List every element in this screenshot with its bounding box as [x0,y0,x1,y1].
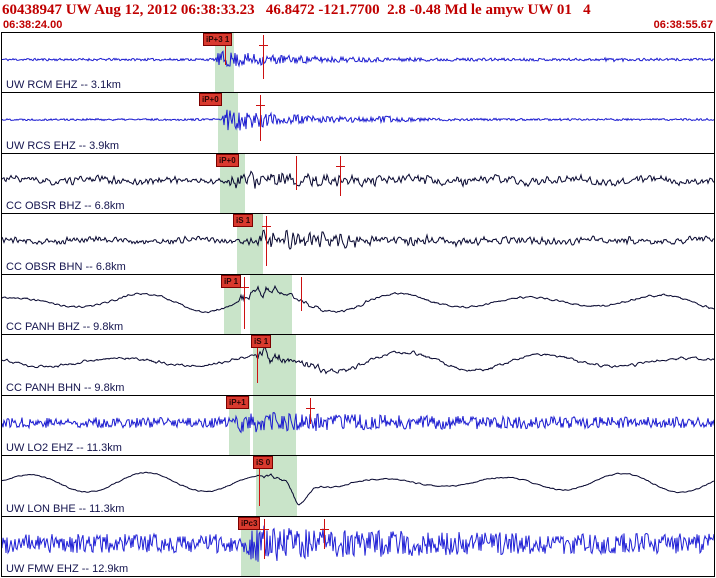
pick-line[interactable] [320,518,329,549]
pick-flag[interactable]: iPc3 [238,516,261,530]
waveform[interactable] [2,33,714,92]
time-axis: 06:38:24.00 06:38:55.67 [0,19,716,32]
waveform[interactable] [2,517,714,576]
window-end-time: 06:38:55.67 [653,19,713,31]
pick-line[interactable] [301,276,302,311]
trace-list: iP+3 1 UW RCM EHZ -- 3.1km iP+0 UW RCS EHZ … [1,32,715,577]
trace-row[interactable]: iS 0 UW LON BHE -- 11.3km [2,456,714,517]
trace-row[interactable]: iP+1 UW LO2 EHZ -- 11.3km [2,395,714,457]
pick-line[interactable] [336,155,345,196]
trace-row[interactable]: iP+0 CC OBSR BHZ -- 6.8km [2,153,714,215]
pick-uncertainty-band [229,395,250,456]
pick-line[interactable] [240,276,249,329]
trace-row[interactable]: iS 1 CC OBSR BHN -- 6.8km [2,214,714,275]
pick-flag[interactable]: iP+1 [226,395,249,409]
station-label: UW LON BHE -- 11.3km [6,502,125,515]
pick-line[interactable] [260,518,269,559]
trace-row[interactable]: iS 1 CC PANH BHN -- 9.8km [2,335,714,396]
station-label: UW LO2 EHZ -- 11.3km [6,442,122,455]
pick-cross-icon [256,105,265,107]
pick-uncertainty-band [250,274,292,335]
waveform[interactable] [2,275,714,334]
pick-flag[interactable]: iS 0 [253,456,274,470]
trace-row[interactable]: iPc3 UW FMW EHZ -- 12.9km [2,516,714,576]
trace-row[interactable]: iP+0 UW RCS EHZ -- 3.9km [2,93,714,154]
waveform[interactable] [2,93,714,152]
pick-cross-icon [306,407,315,409]
pick-line[interactable] [296,155,297,190]
pick-flag[interactable]: iS 1 [233,214,254,228]
pick-uncertainty-band [215,33,234,93]
station-label: UW RCM EHZ -- 3.1km [6,79,121,92]
pick-cross-icon [260,528,269,530]
pick-line[interactable] [306,397,315,424]
station-label: CC OBSR BHZ -- 6.8km [6,200,125,213]
pick-cross-icon [262,226,271,228]
station-label: UW RCS EHZ -- 3.9km [6,139,120,152]
waveform[interactable] [2,214,714,273]
station-label: CC PANH BHN -- 9.8km [6,381,125,394]
pick-cross-icon [336,165,345,167]
event-summary-line: 60438947 UW Aug 12, 2012 06:38:33.23 46.… [2,2,591,18]
pick-line[interactable] [259,35,268,79]
pick-flag[interactable]: iP+0 [216,153,239,167]
station-label: CC PANH BHZ -- 9.8km [6,321,124,334]
pick-flag[interactable]: iP+3 1 [203,33,233,46]
waveform[interactable] [2,154,714,213]
station-label: CC OBSR BHN -- 6.8km [6,260,126,273]
pick-line[interactable] [262,216,271,267]
pick-flag[interactable]: iS 1 [251,335,272,349]
pick-line[interactable] [256,95,265,142]
pick-flag[interactable]: iP+0 [199,93,222,107]
pick-cross-icon [259,45,268,46]
waveform[interactable] [2,456,714,515]
window-start-time: 06:38:24.00 [3,19,63,31]
waveform[interactable] [2,335,714,394]
pick-cross-icon [240,286,249,288]
pick-line[interactable] [225,35,226,65]
station-label: UW FMW EHZ -- 12.9km [6,562,129,575]
trace-row[interactable]: iP 1 CC PANH BHZ -- 9.8km [2,274,714,336]
trace-row[interactable]: iP+3 1 UW RCM EHZ -- 3.1km [2,33,714,94]
pick-cross-icon [320,528,329,530]
pick-flag[interactable]: iP 1 [221,274,242,288]
waveform[interactable] [2,396,714,455]
